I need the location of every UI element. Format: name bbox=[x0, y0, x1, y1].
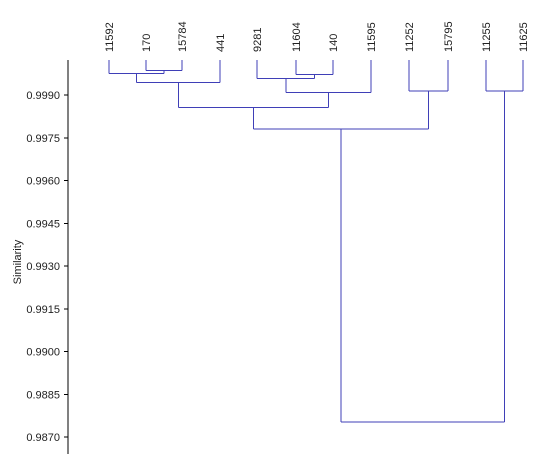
leaf-label: 11252 bbox=[404, 22, 416, 52]
leaf-label: 15784 bbox=[177, 21, 189, 52]
leaf-label: 441 bbox=[215, 34, 227, 52]
y-tick-label: 0.9945 bbox=[26, 218, 60, 230]
leaf-label: 9281 bbox=[252, 28, 264, 52]
leaf-label: 15795 bbox=[443, 21, 455, 52]
y-tick-label: 0.9885 bbox=[26, 389, 60, 401]
y-tick-label: 0.9990 bbox=[26, 90, 60, 102]
y-tick-label: 0.9915 bbox=[26, 304, 60, 316]
leaf-label: 11255 bbox=[481, 22, 493, 52]
leaf-label: 11625 bbox=[518, 22, 530, 52]
leaf-label: 140 bbox=[328, 34, 340, 52]
y-tick-label: 0.9975 bbox=[26, 133, 60, 145]
leaf-label: 11604 bbox=[291, 22, 303, 52]
y-tick-label: 0.9930 bbox=[26, 261, 60, 273]
leaf-label: 11595 bbox=[366, 22, 378, 52]
dendrogram-links bbox=[108, 60, 524, 423]
leaf-label: 11592 bbox=[104, 22, 116, 52]
y-tick-label: 0.9870 bbox=[26, 432, 60, 444]
leaf-labels: 11592 170 15784 441 9281 11604 140 11595 11252 15… bbox=[104, 21, 530, 52]
y-axis-label: Similarity bbox=[12, 239, 24, 284]
leaf-label: 170 bbox=[141, 34, 153, 52]
y-tick-label: 0.9960 bbox=[26, 176, 60, 188]
y-axis: 0.9990 0.9975 0.9960 0.9945 0.9930 0.9915 0.99… bbox=[26, 60, 69, 454]
y-tick-label: 0.9900 bbox=[26, 347, 60, 359]
